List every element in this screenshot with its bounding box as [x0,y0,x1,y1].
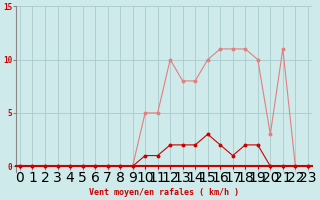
X-axis label: Vent moyen/en rafales ( km/h ): Vent moyen/en rafales ( km/h ) [89,188,239,197]
